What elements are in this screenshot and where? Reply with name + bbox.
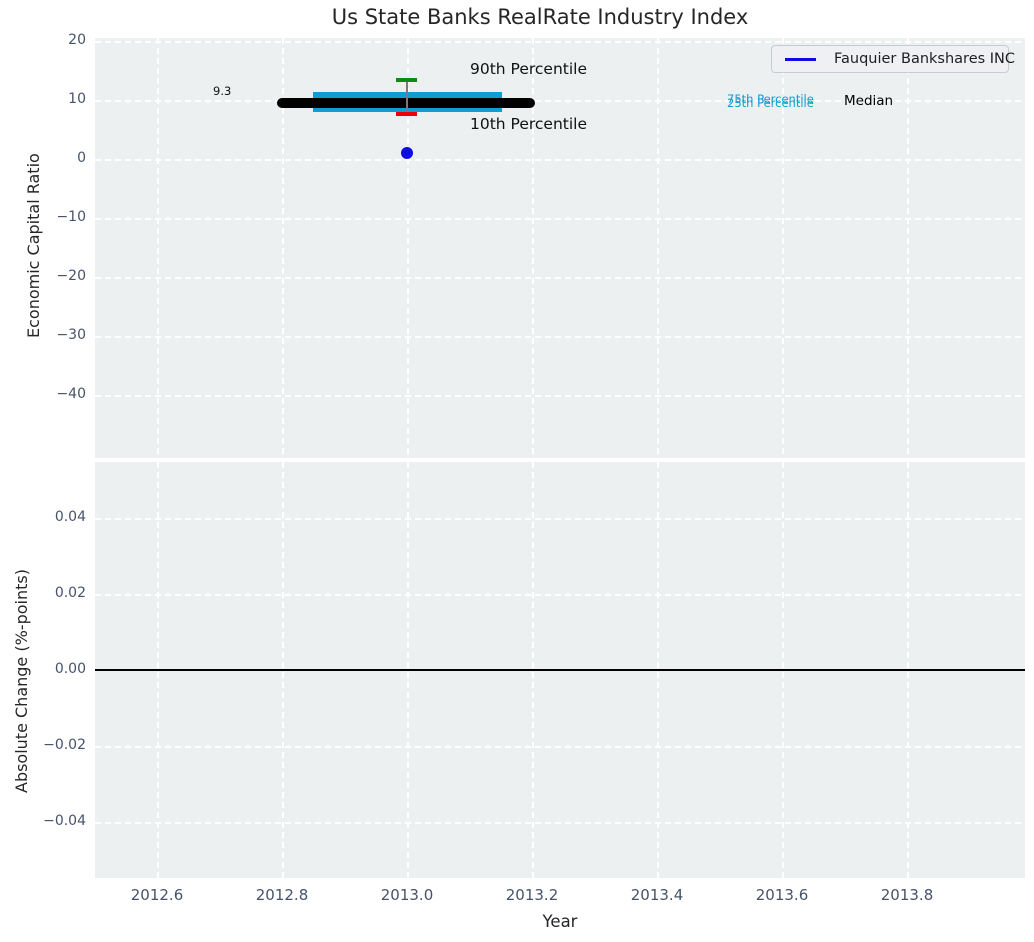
legend-line-sample [785, 57, 816, 61]
gridline-h--0.04 [95, 822, 1025, 824]
x-axis-label: Year [542, 912, 578, 931]
y-tick-label: 0.00 [54, 661, 86, 677]
y-tick-label: −20 [56, 268, 86, 284]
gridline-h--0.02 [95, 746, 1025, 748]
median-annotation: Median [844, 93, 894, 109]
gridline-v-2013.4 [657, 38, 659, 458]
gridline-h-0.02 [95, 594, 1025, 596]
gridline-h-0.04 [95, 518, 1025, 520]
x-tick-label: 2013.0 [380, 886, 434, 904]
gridline-v-2013.2 [532, 38, 534, 458]
x-tick-label: 2012.8 [255, 886, 309, 904]
bottom-y-axis-label: Absolute Change (%-points) [12, 569, 31, 793]
gridline-h-0 [95, 159, 1025, 161]
y-tick-label: −0.04 [43, 813, 86, 829]
gridline-h-20 [95, 41, 1025, 43]
x-tick-label: 2013.2 [505, 886, 559, 904]
p90-annotation: 90th Percentile [470, 60, 588, 78]
gridline-v-2013.8 [907, 38, 909, 458]
gridline-h--30 [95, 336, 1025, 338]
x-tick-label: 2013.4 [630, 886, 684, 904]
x-tick-label: 2013.8 [880, 886, 934, 904]
y-tick-label: 0.04 [54, 509, 86, 525]
gridline-h--40 [95, 395, 1025, 397]
p10-tick-marker [396, 112, 417, 116]
gridline-h-10 [95, 100, 1025, 102]
y-tick-label: −10 [56, 209, 86, 225]
p75-annotation: 75th Percentile [727, 92, 814, 106]
gridline-v-2013.6 [782, 38, 784, 458]
gridline-h--20 [95, 277, 1025, 279]
zero-change-line [95, 669, 1025, 671]
gridline-h--10 [95, 218, 1025, 220]
p90-tick-marker [396, 78, 417, 82]
y-tick-label: 20 [68, 32, 86, 48]
y-tick-label: 0.02 [54, 585, 86, 601]
top-subplot: 9.3 90th Percentile 10th Percentile 75th… [95, 38, 1025, 458]
chart-title: Us State Banks RealRate Industry Index [331, 5, 749, 29]
legend-label: Fauquier Bankshares INC [834, 51, 1016, 67]
y-tick-label: 0 [77, 150, 86, 166]
p25-annotation: 25th Percentile [727, 96, 814, 110]
gridline-v-2012.6 [157, 38, 159, 458]
legend-box: Fauquier Bankshares INC [771, 45, 1015, 73]
y-tick-label: −30 [56, 327, 86, 343]
company-point-marker [401, 147, 413, 159]
gridline-v-2013.0 [407, 38, 409, 458]
whisker-line [406, 80, 408, 116]
gridline-v-2012.8 [282, 38, 284, 458]
top-y-axis-label: Economic Capital Ratio [24, 153, 43, 338]
y-tick-label: 10 [68, 91, 86, 107]
y-tick-label: −40 [56, 386, 86, 402]
bottom-subplot [95, 462, 1025, 878]
x-tick-label: 2013.6 [755, 886, 809, 904]
y-tick-label: −0.02 [43, 737, 86, 753]
median-value-annotation: 9.3 [213, 84, 232, 98]
p10-annotation: 10th Percentile [470, 115, 588, 133]
x-tick-label: 2012.6 [130, 886, 184, 904]
